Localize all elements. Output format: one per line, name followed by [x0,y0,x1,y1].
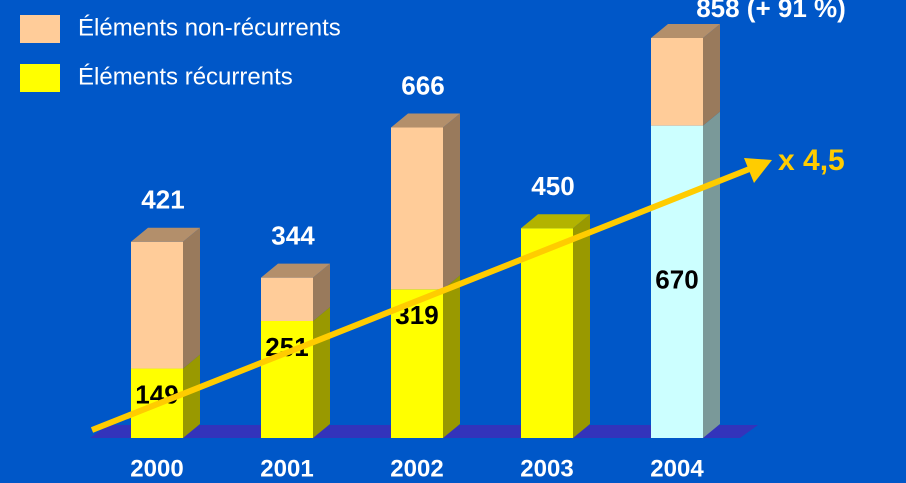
bar-front [261,277,313,321]
bar-segment [131,227,200,369]
trend-arrow [90,165,754,433]
bar-front [261,320,313,438]
total-label: 450 [531,171,574,201]
x-tick-label: 2000 [130,455,183,482]
bar-side [443,113,460,290]
bar-top [521,214,590,229]
total-label: 858 (+ 91 %) [696,0,846,23]
bar-segment [261,306,330,438]
bar-front [521,228,573,438]
bar-side [313,306,330,438]
bar-front [651,38,703,126]
total-label: 666 [401,70,444,100]
bar-front [131,241,183,369]
bar-side [703,24,720,126]
bar-segment [391,275,460,438]
bar-front [391,289,443,438]
bar-segment [521,214,590,438]
bar-top [391,113,460,128]
x-tick-label: 2001 [260,455,313,482]
legend-label: Éléments récurrents [78,63,293,90]
annotation: x 4,5 [778,144,845,177]
value-label: 670 [655,265,698,295]
bar-top [131,227,200,242]
x-tick-label: 2002 [390,455,443,482]
bar-segment [391,113,460,290]
legend-swatch [20,15,60,43]
x-tick-label: 2004 [650,455,704,482]
legend-swatch [20,64,60,92]
bar-side [183,354,200,438]
total-label: 344 [271,221,315,251]
bar-side [443,275,460,438]
bar-side [703,111,720,438]
bar-side [183,227,200,369]
legend-label: Éléments non-récurrents [78,14,341,41]
bar-side [313,263,330,321]
bar-segment [651,111,720,438]
bar-segment [261,263,330,321]
bar-front [651,125,703,438]
total-label: 421 [141,185,184,215]
bar-top [651,24,720,38]
bar-front [391,127,443,290]
bar-side [573,214,590,438]
trend-arrowhead [744,158,772,183]
bar-top [261,263,330,278]
x-tick-label: 2003 [520,455,573,482]
bar-segment [651,24,720,126]
